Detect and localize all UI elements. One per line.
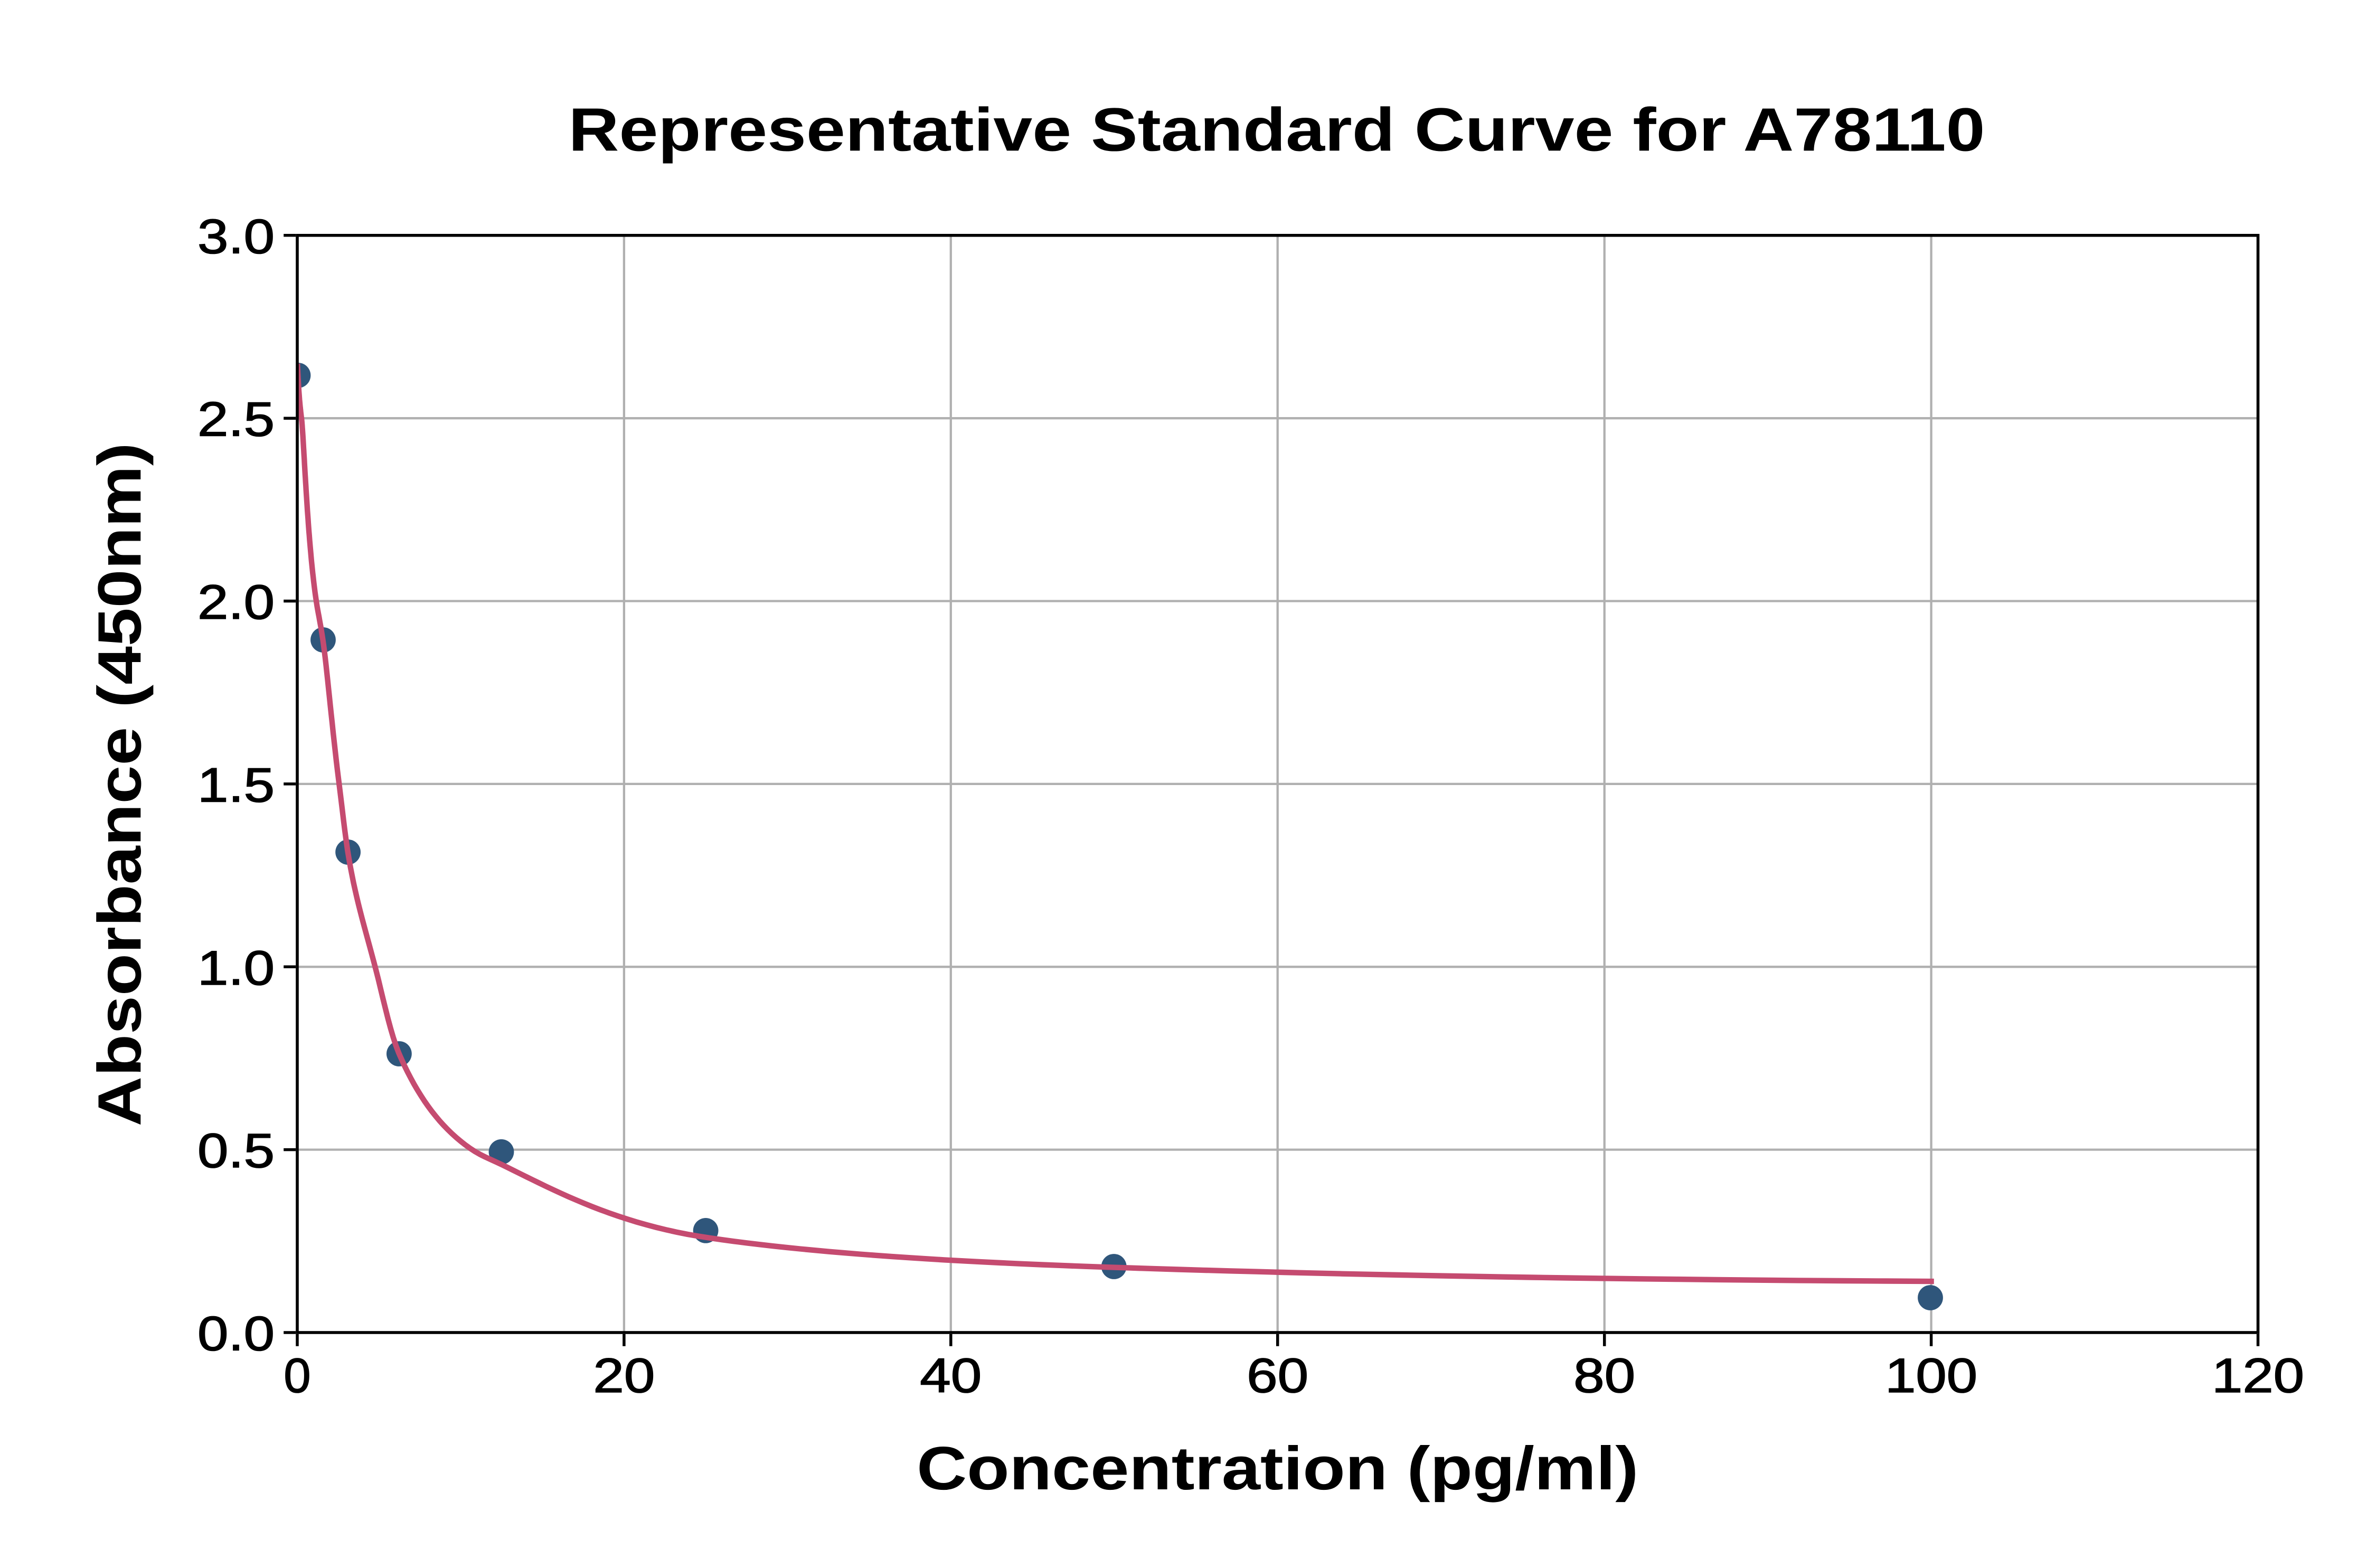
svg-text:80: 80 (1573, 1349, 1635, 1403)
svg-text:0.0: 0.0 (197, 1307, 275, 1361)
svg-text:20: 20 (593, 1349, 655, 1403)
svg-text:2.5: 2.5 (197, 393, 275, 447)
svg-text:2.0: 2.0 (197, 575, 275, 629)
svg-text:3.0: 3.0 (197, 210, 275, 263)
svg-text:40: 40 (920, 1349, 982, 1403)
svg-text:0: 0 (284, 1349, 310, 1403)
svg-text:Representative Standard Curve: Representative Standard Curve for A78110 (569, 95, 1985, 164)
svg-text:1.5: 1.5 (197, 758, 275, 812)
svg-text:60: 60 (1247, 1349, 1308, 1403)
svg-text:120: 120 (2212, 1349, 2304, 1403)
svg-text:Concentration (pg/ml): Concentration (pg/ml) (917, 1434, 1638, 1503)
svg-text:Absorbance (450nm): Absorbance (450nm) (85, 443, 154, 1127)
svg-text:1.0: 1.0 (197, 941, 275, 995)
svg-text:100: 100 (1885, 1349, 1977, 1403)
svg-text:0.5: 0.5 (197, 1124, 275, 1178)
